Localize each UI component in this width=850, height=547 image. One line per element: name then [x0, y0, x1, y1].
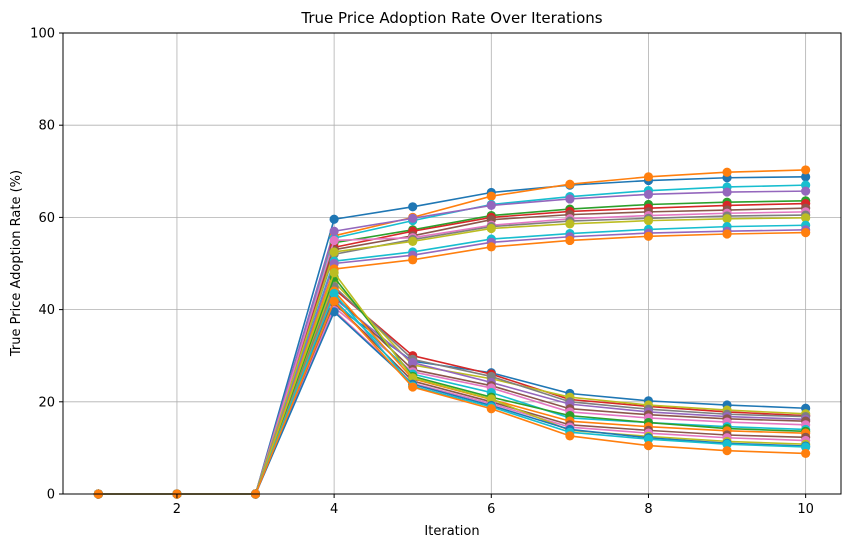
series-line	[98, 217, 806, 495]
data-point	[643, 434, 654, 444]
data-point	[643, 189, 654, 199]
series-8	[93, 207, 811, 499]
data-point	[565, 194, 575, 204]
data-point	[408, 213, 418, 223]
data-point	[565, 235, 575, 246]
data-point	[801, 165, 811, 175]
data-point	[329, 296, 339, 306]
y-tick-label: 0	[47, 488, 55, 503]
series-line	[98, 211, 806, 495]
data-point	[408, 202, 418, 212]
data-point	[486, 200, 496, 211]
data-point	[486, 242, 496, 252]
series-5	[93, 196, 811, 499]
series-line	[98, 285, 806, 495]
x-tick-label: 2	[173, 502, 181, 517]
y-tick-label: 60	[38, 211, 55, 226]
data-point	[486, 394, 496, 404]
data-point	[329, 307, 339, 317]
series-29	[93, 296, 811, 499]
data-point	[329, 247, 339, 257]
x-tick-label: 10	[797, 502, 814, 517]
data-point	[722, 167, 732, 177]
x-tick-label: 4	[330, 502, 338, 517]
data-point	[329, 268, 339, 278]
series-line	[98, 300, 806, 495]
series-11	[93, 220, 811, 499]
series-6	[93, 198, 811, 499]
y-tick-label: 80	[38, 119, 55, 134]
series-line	[98, 306, 806, 495]
data-point	[408, 373, 418, 383]
series-23	[93, 286, 811, 499]
series-17	[93, 281, 811, 499]
data-point	[801, 172, 811, 182]
series-line	[98, 169, 806, 495]
data-point	[722, 229, 732, 239]
series-13	[93, 228, 811, 499]
series-10	[93, 213, 811, 499]
series-12	[93, 225, 811, 499]
series-line	[98, 214, 806, 495]
data-point	[329, 288, 339, 299]
y-tick-label: 20	[38, 395, 55, 410]
series-group	[93, 165, 811, 499]
data-point	[408, 255, 418, 265]
series-20	[93, 302, 811, 499]
data-point	[329, 235, 339, 246]
data-point	[408, 382, 418, 392]
data-point	[643, 216, 654, 226]
series-14	[93, 300, 811, 499]
data-point	[565, 219, 575, 229]
data-point	[643, 441, 654, 451]
data-point	[722, 439, 732, 449]
data-point	[643, 172, 654, 182]
series-line	[98, 309, 806, 495]
series-7	[93, 203, 811, 499]
data-point	[643, 231, 654, 241]
data-point	[722, 214, 732, 224]
data-point	[486, 404, 496, 414]
plot-frame	[62, 32, 842, 495]
y-axis-label: True Price Adoption Rate (%)	[9, 170, 24, 357]
data-point	[329, 226, 339, 236]
data-point	[565, 179, 575, 189]
x-tick-label: 6	[487, 502, 495, 517]
series-line	[98, 231, 806, 495]
y-tick-label: 40	[38, 303, 55, 318]
y-tick-label: 100	[30, 27, 55, 42]
series-25	[93, 305, 811, 499]
data-point	[722, 446, 732, 456]
data-point	[408, 236, 418, 246]
series-line	[98, 229, 806, 495]
x-axis-label: Iteration	[424, 524, 479, 539]
series-line	[98, 207, 806, 495]
series-line	[98, 304, 806, 495]
data-point	[801, 228, 811, 238]
data-point	[486, 223, 496, 234]
x-tick-label: 8	[644, 502, 652, 517]
data-point	[408, 358, 418, 368]
chart-title: True Price Adoption Rate Over Iterations	[300, 9, 602, 27]
series-line	[98, 290, 806, 495]
data-point	[486, 191, 496, 201]
series-22	[93, 272, 811, 499]
series-line	[98, 202, 806, 495]
data-point	[565, 431, 575, 441]
data-point	[722, 187, 732, 197]
data-point	[801, 448, 811, 459]
data-point	[801, 442, 811, 452]
data-point	[329, 214, 339, 224]
data-point	[801, 213, 811, 223]
data-point	[801, 186, 811, 196]
series-line	[98, 224, 806, 495]
